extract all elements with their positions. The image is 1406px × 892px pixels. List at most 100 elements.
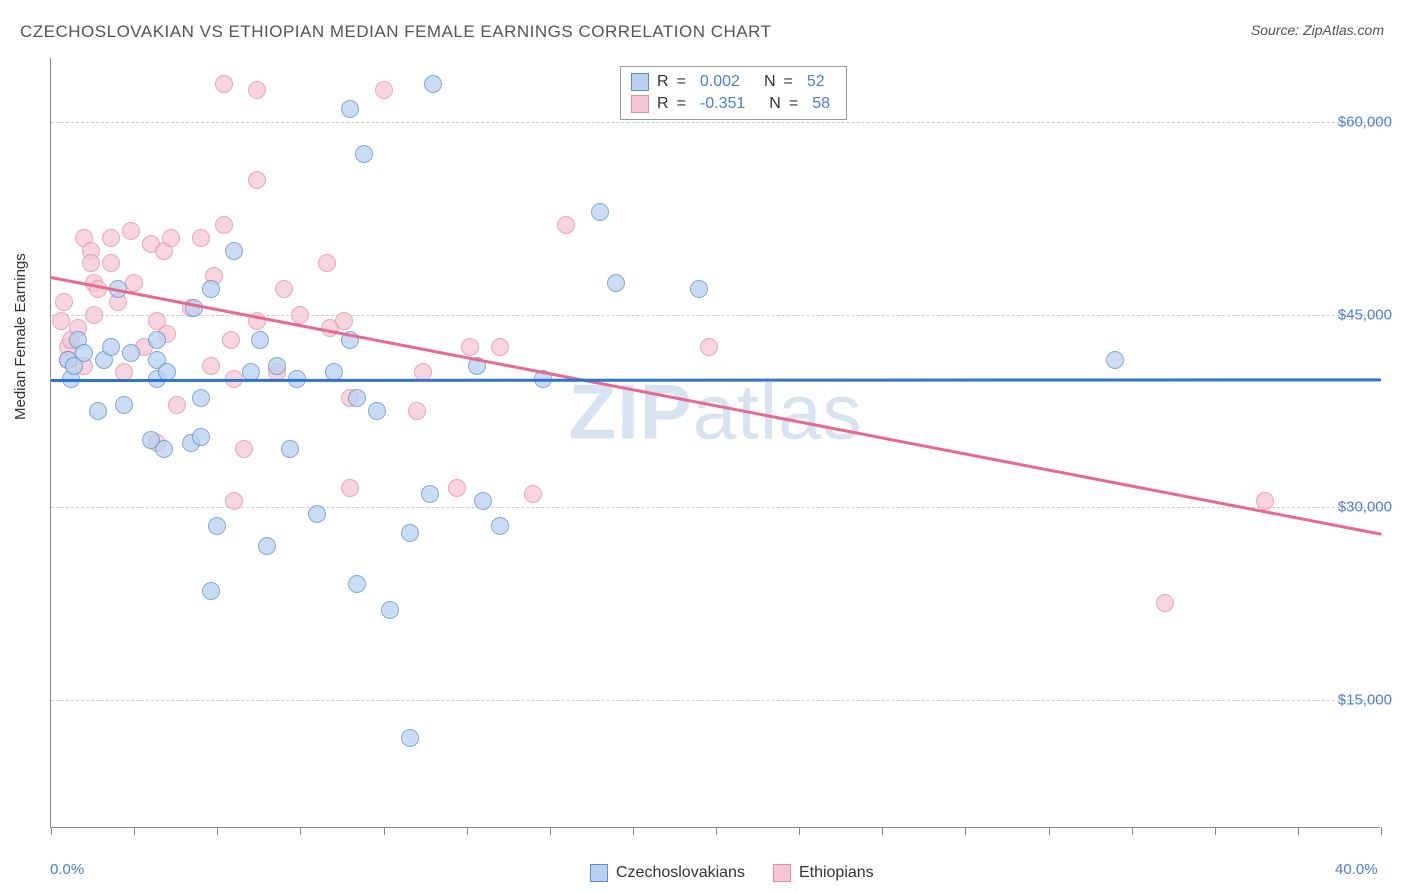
- data-point: [82, 254, 100, 272]
- stats-legend: R=0.002N=52R=-0.351N=58: [620, 66, 847, 120]
- data-point: [368, 402, 386, 420]
- data-point: [102, 254, 120, 272]
- trend-line: [51, 378, 1381, 382]
- x-tick: [1298, 827, 1299, 835]
- x-tick-label: 40.0%: [1335, 861, 1378, 878]
- data-point: [85, 306, 103, 324]
- data-point: [202, 280, 220, 298]
- data-point: [215, 75, 233, 93]
- data-point: [248, 81, 266, 99]
- data-point: [607, 274, 625, 292]
- equals: =: [677, 73, 686, 91]
- stat-n-label: N: [769, 95, 781, 113]
- data-point: [268, 357, 286, 375]
- stat-n-label: N: [764, 73, 776, 91]
- legend-item: Czechoslovakians: [590, 864, 745, 882]
- x-tick: [882, 827, 883, 835]
- legend-swatch: [631, 73, 649, 91]
- legend-label: Czechoslovakians: [616, 864, 745, 882]
- legend-item: Ethiopians: [773, 864, 874, 882]
- data-point: [122, 344, 140, 362]
- equals: =: [677, 95, 686, 113]
- data-point: [102, 229, 120, 247]
- stat-r-label: R: [657, 95, 669, 113]
- data-point: [401, 524, 419, 542]
- chart-title: CZECHOSLOVAKIAN VS ETHIOPIAN MEDIAN FEMA…: [20, 22, 771, 42]
- x-tick: [384, 827, 385, 835]
- gridline: [51, 507, 1380, 508]
- x-tick-label: 0.0%: [50, 861, 84, 878]
- equals: =: [784, 73, 793, 91]
- legend-swatch: [590, 864, 608, 882]
- data-point: [1256, 492, 1274, 510]
- data-point: [1106, 351, 1124, 369]
- stats-row: R = 0.002 N = 52: [631, 71, 836, 93]
- plot-area: ZIPatlas: [50, 58, 1380, 828]
- data-point: [700, 338, 718, 356]
- data-point: [148, 331, 166, 349]
- x-tick: [300, 827, 301, 835]
- data-point: [275, 280, 293, 298]
- x-tick: [633, 827, 634, 835]
- data-point: [202, 582, 220, 600]
- data-point: [192, 229, 210, 247]
- gridline: [51, 122, 1380, 123]
- y-axis-label: Median Female Earnings: [12, 253, 29, 420]
- y-tick-label: $45,000: [1338, 306, 1392, 323]
- data-point: [421, 485, 439, 503]
- stat-r-label: R: [657, 73, 669, 91]
- data-point: [192, 428, 210, 446]
- data-point: [208, 517, 226, 535]
- stat-r-value: 0.002: [694, 73, 746, 91]
- x-tick: [1381, 827, 1382, 835]
- data-point: [89, 402, 107, 420]
- source-label: Source: ZipAtlas.com: [1251, 22, 1384, 38]
- legend-swatch: [773, 864, 791, 882]
- data-point: [591, 203, 609, 221]
- data-point: [381, 601, 399, 619]
- data-point: [308, 505, 326, 523]
- data-point: [355, 145, 373, 163]
- data-point: [122, 222, 140, 240]
- legend-swatch: [631, 95, 649, 113]
- data-point: [155, 440, 173, 458]
- data-point: [102, 338, 120, 356]
- data-point: [524, 485, 542, 503]
- data-point: [491, 517, 509, 535]
- data-point: [474, 492, 492, 510]
- data-point: [215, 216, 233, 234]
- data-point: [348, 389, 366, 407]
- x-tick: [1132, 827, 1133, 835]
- data-point: [557, 216, 575, 234]
- data-point: [448, 479, 466, 497]
- equals: =: [789, 95, 798, 113]
- data-point: [225, 492, 243, 510]
- stat-n-value: 52: [801, 73, 831, 91]
- x-tick: [467, 827, 468, 835]
- data-point: [375, 81, 393, 99]
- data-point: [690, 280, 708, 298]
- data-point: [125, 274, 143, 292]
- series-legend: Czechoslovakians Ethiopians: [590, 864, 874, 882]
- data-point: [318, 254, 336, 272]
- data-point: [335, 312, 353, 330]
- data-point: [235, 440, 253, 458]
- data-point: [341, 100, 359, 118]
- data-point: [222, 331, 240, 349]
- data-point: [225, 242, 243, 260]
- data-point: [291, 306, 309, 324]
- stat-r-value: -0.351: [694, 95, 751, 113]
- data-point: [461, 338, 479, 356]
- data-point: [202, 357, 220, 375]
- stat-n-value: 58: [806, 95, 836, 113]
- correlation-chart: CZECHOSLOVAKIAN VS ETHIOPIAN MEDIAN FEMA…: [0, 0, 1406, 892]
- y-tick-label: $15,000: [1338, 691, 1392, 708]
- x-tick: [965, 827, 966, 835]
- x-tick: [1215, 827, 1216, 835]
- x-tick: [799, 827, 800, 835]
- gridline: [51, 700, 1380, 701]
- data-point: [75, 344, 93, 362]
- data-point: [1156, 594, 1174, 612]
- x-tick: [134, 827, 135, 835]
- data-point: [115, 396, 133, 414]
